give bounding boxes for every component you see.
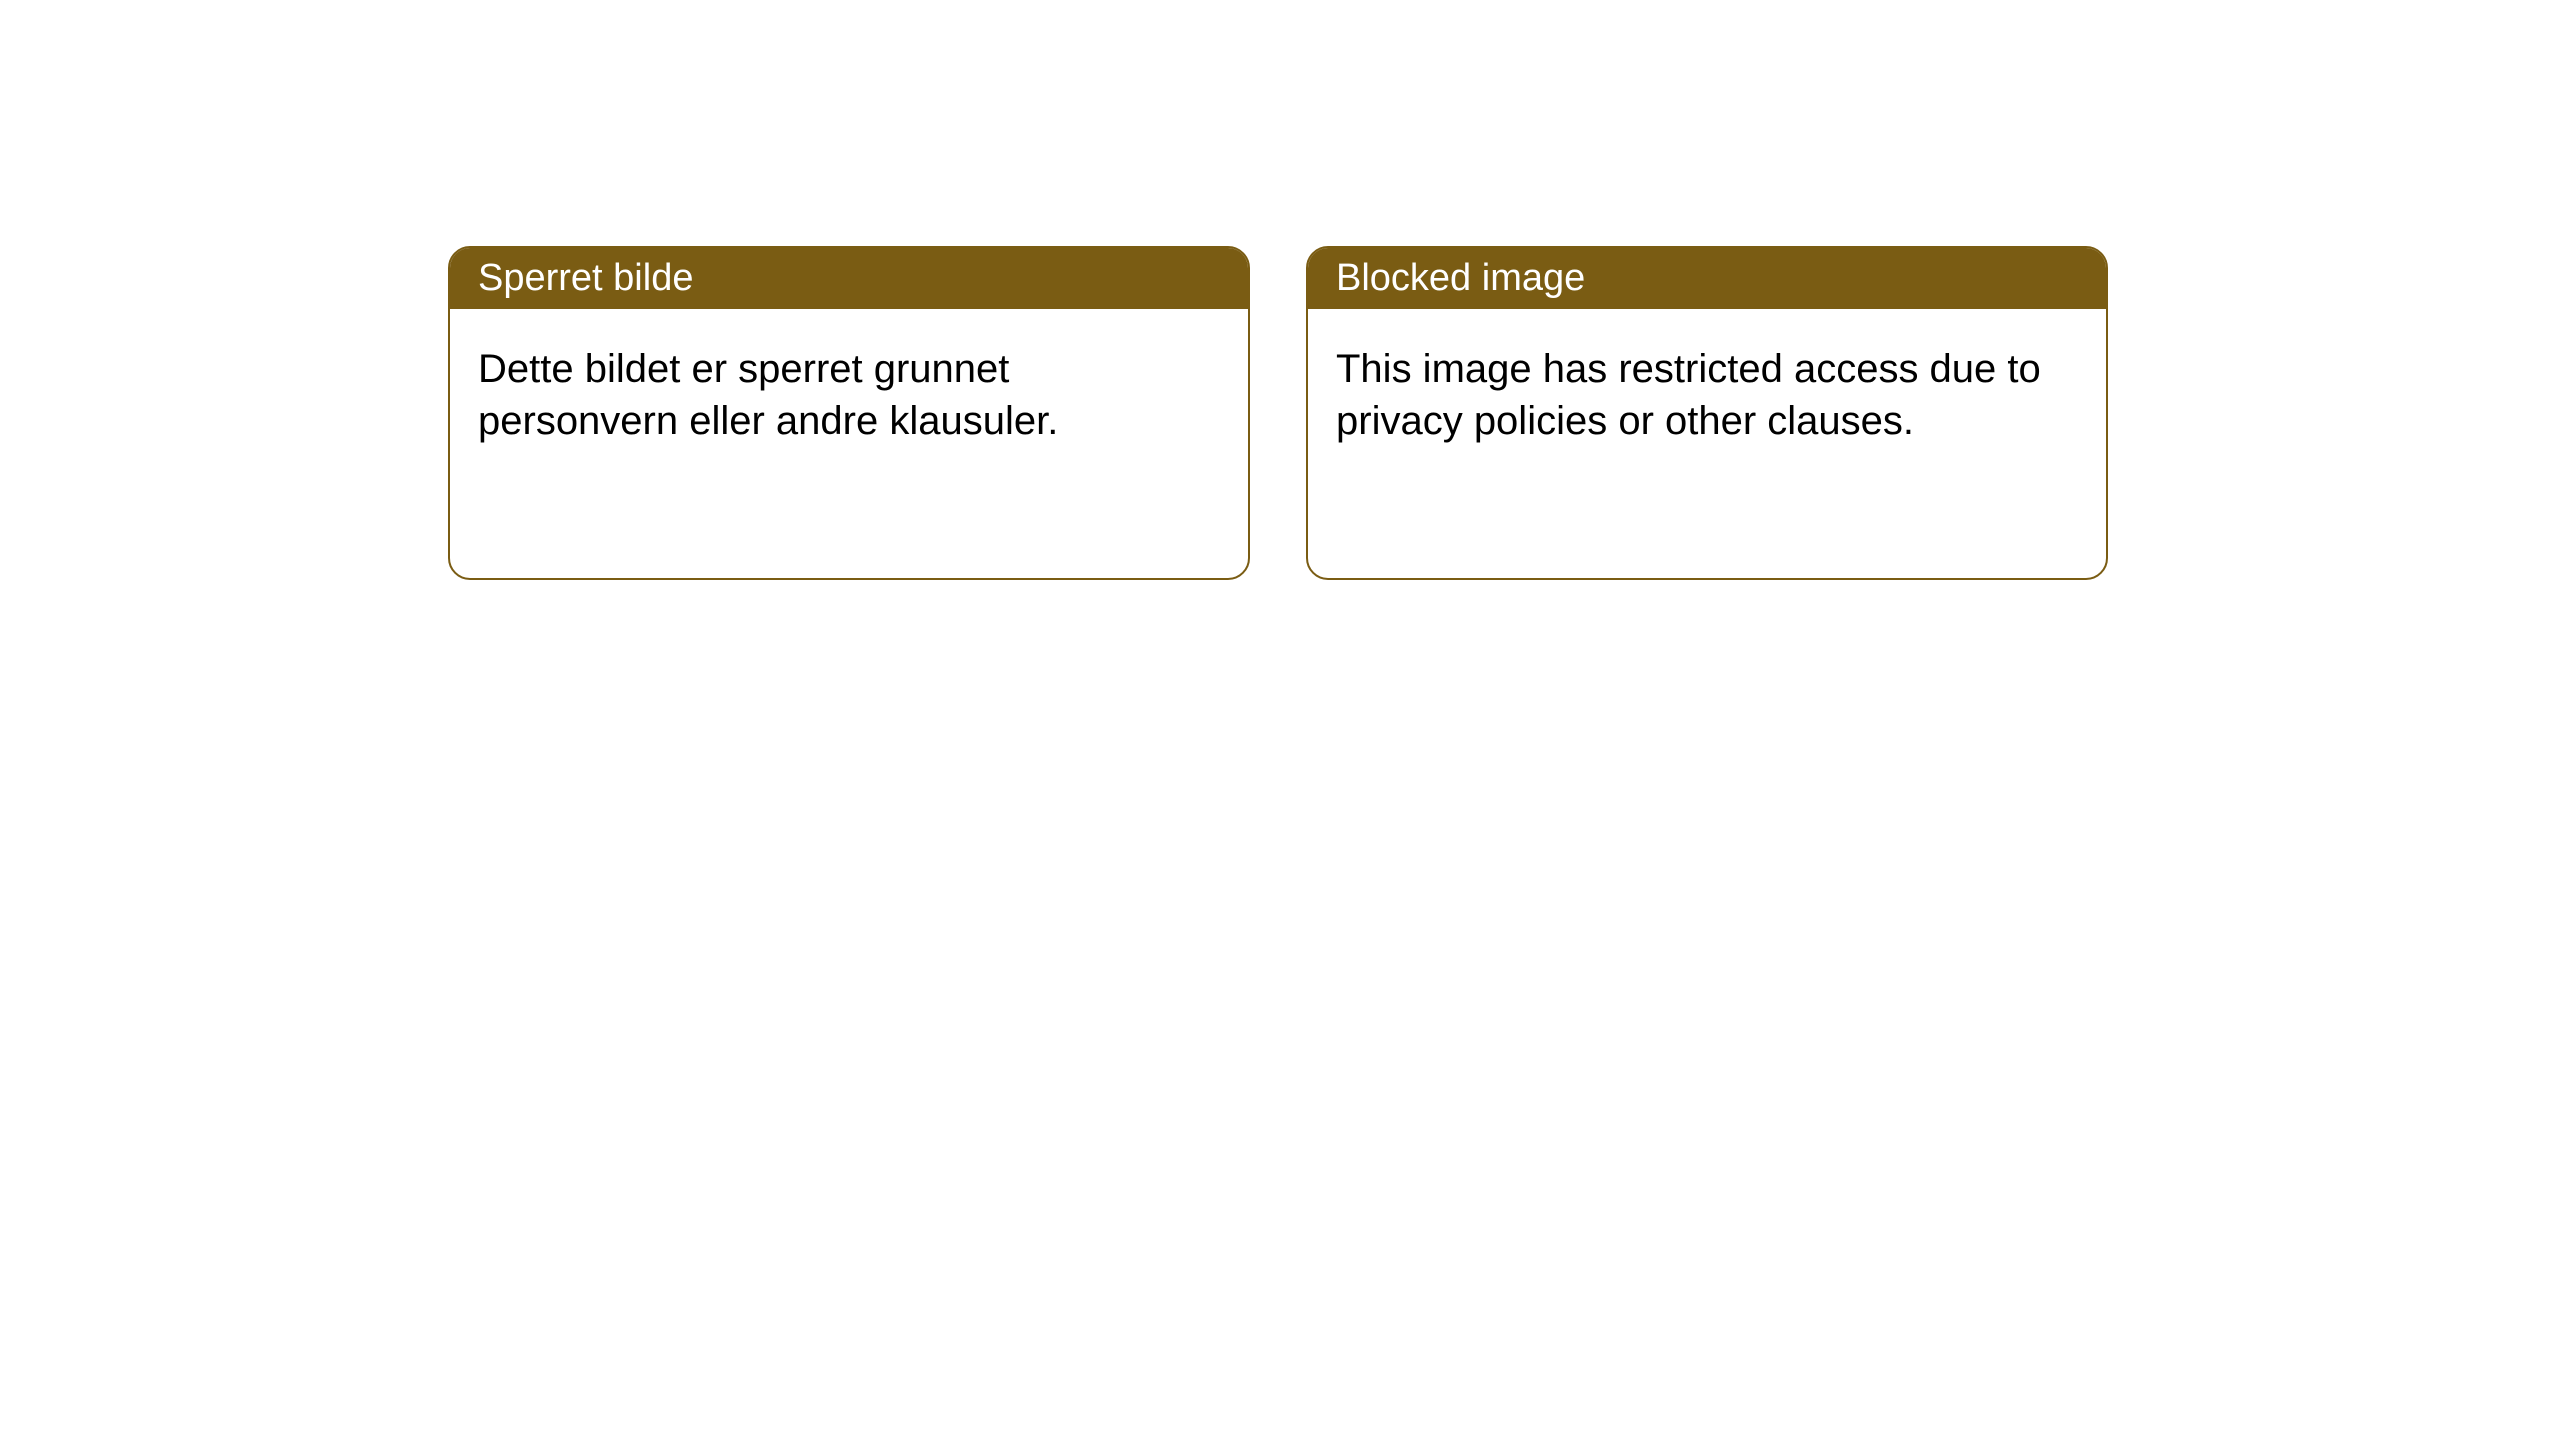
notice-text: Dette bildet er sperret grunnet personve… xyxy=(478,347,1058,443)
notice-card-norwegian: Sperret bilde Dette bildet er sperret gr… xyxy=(448,246,1250,580)
notice-body: This image has restricted access due to … xyxy=(1308,309,2106,481)
notice-body: Dette bildet er sperret grunnet personve… xyxy=(450,309,1248,481)
notice-text: This image has restricted access due to … xyxy=(1336,347,2041,443)
notice-card-english: Blocked image This image has restricted … xyxy=(1306,246,2108,580)
notice-header: Blocked image xyxy=(1308,248,2106,309)
notice-container: Sperret bilde Dette bildet er sperret gr… xyxy=(0,0,2560,580)
notice-header: Sperret bilde xyxy=(450,248,1248,309)
notice-title: Blocked image xyxy=(1336,257,1585,299)
notice-title: Sperret bilde xyxy=(478,257,693,299)
